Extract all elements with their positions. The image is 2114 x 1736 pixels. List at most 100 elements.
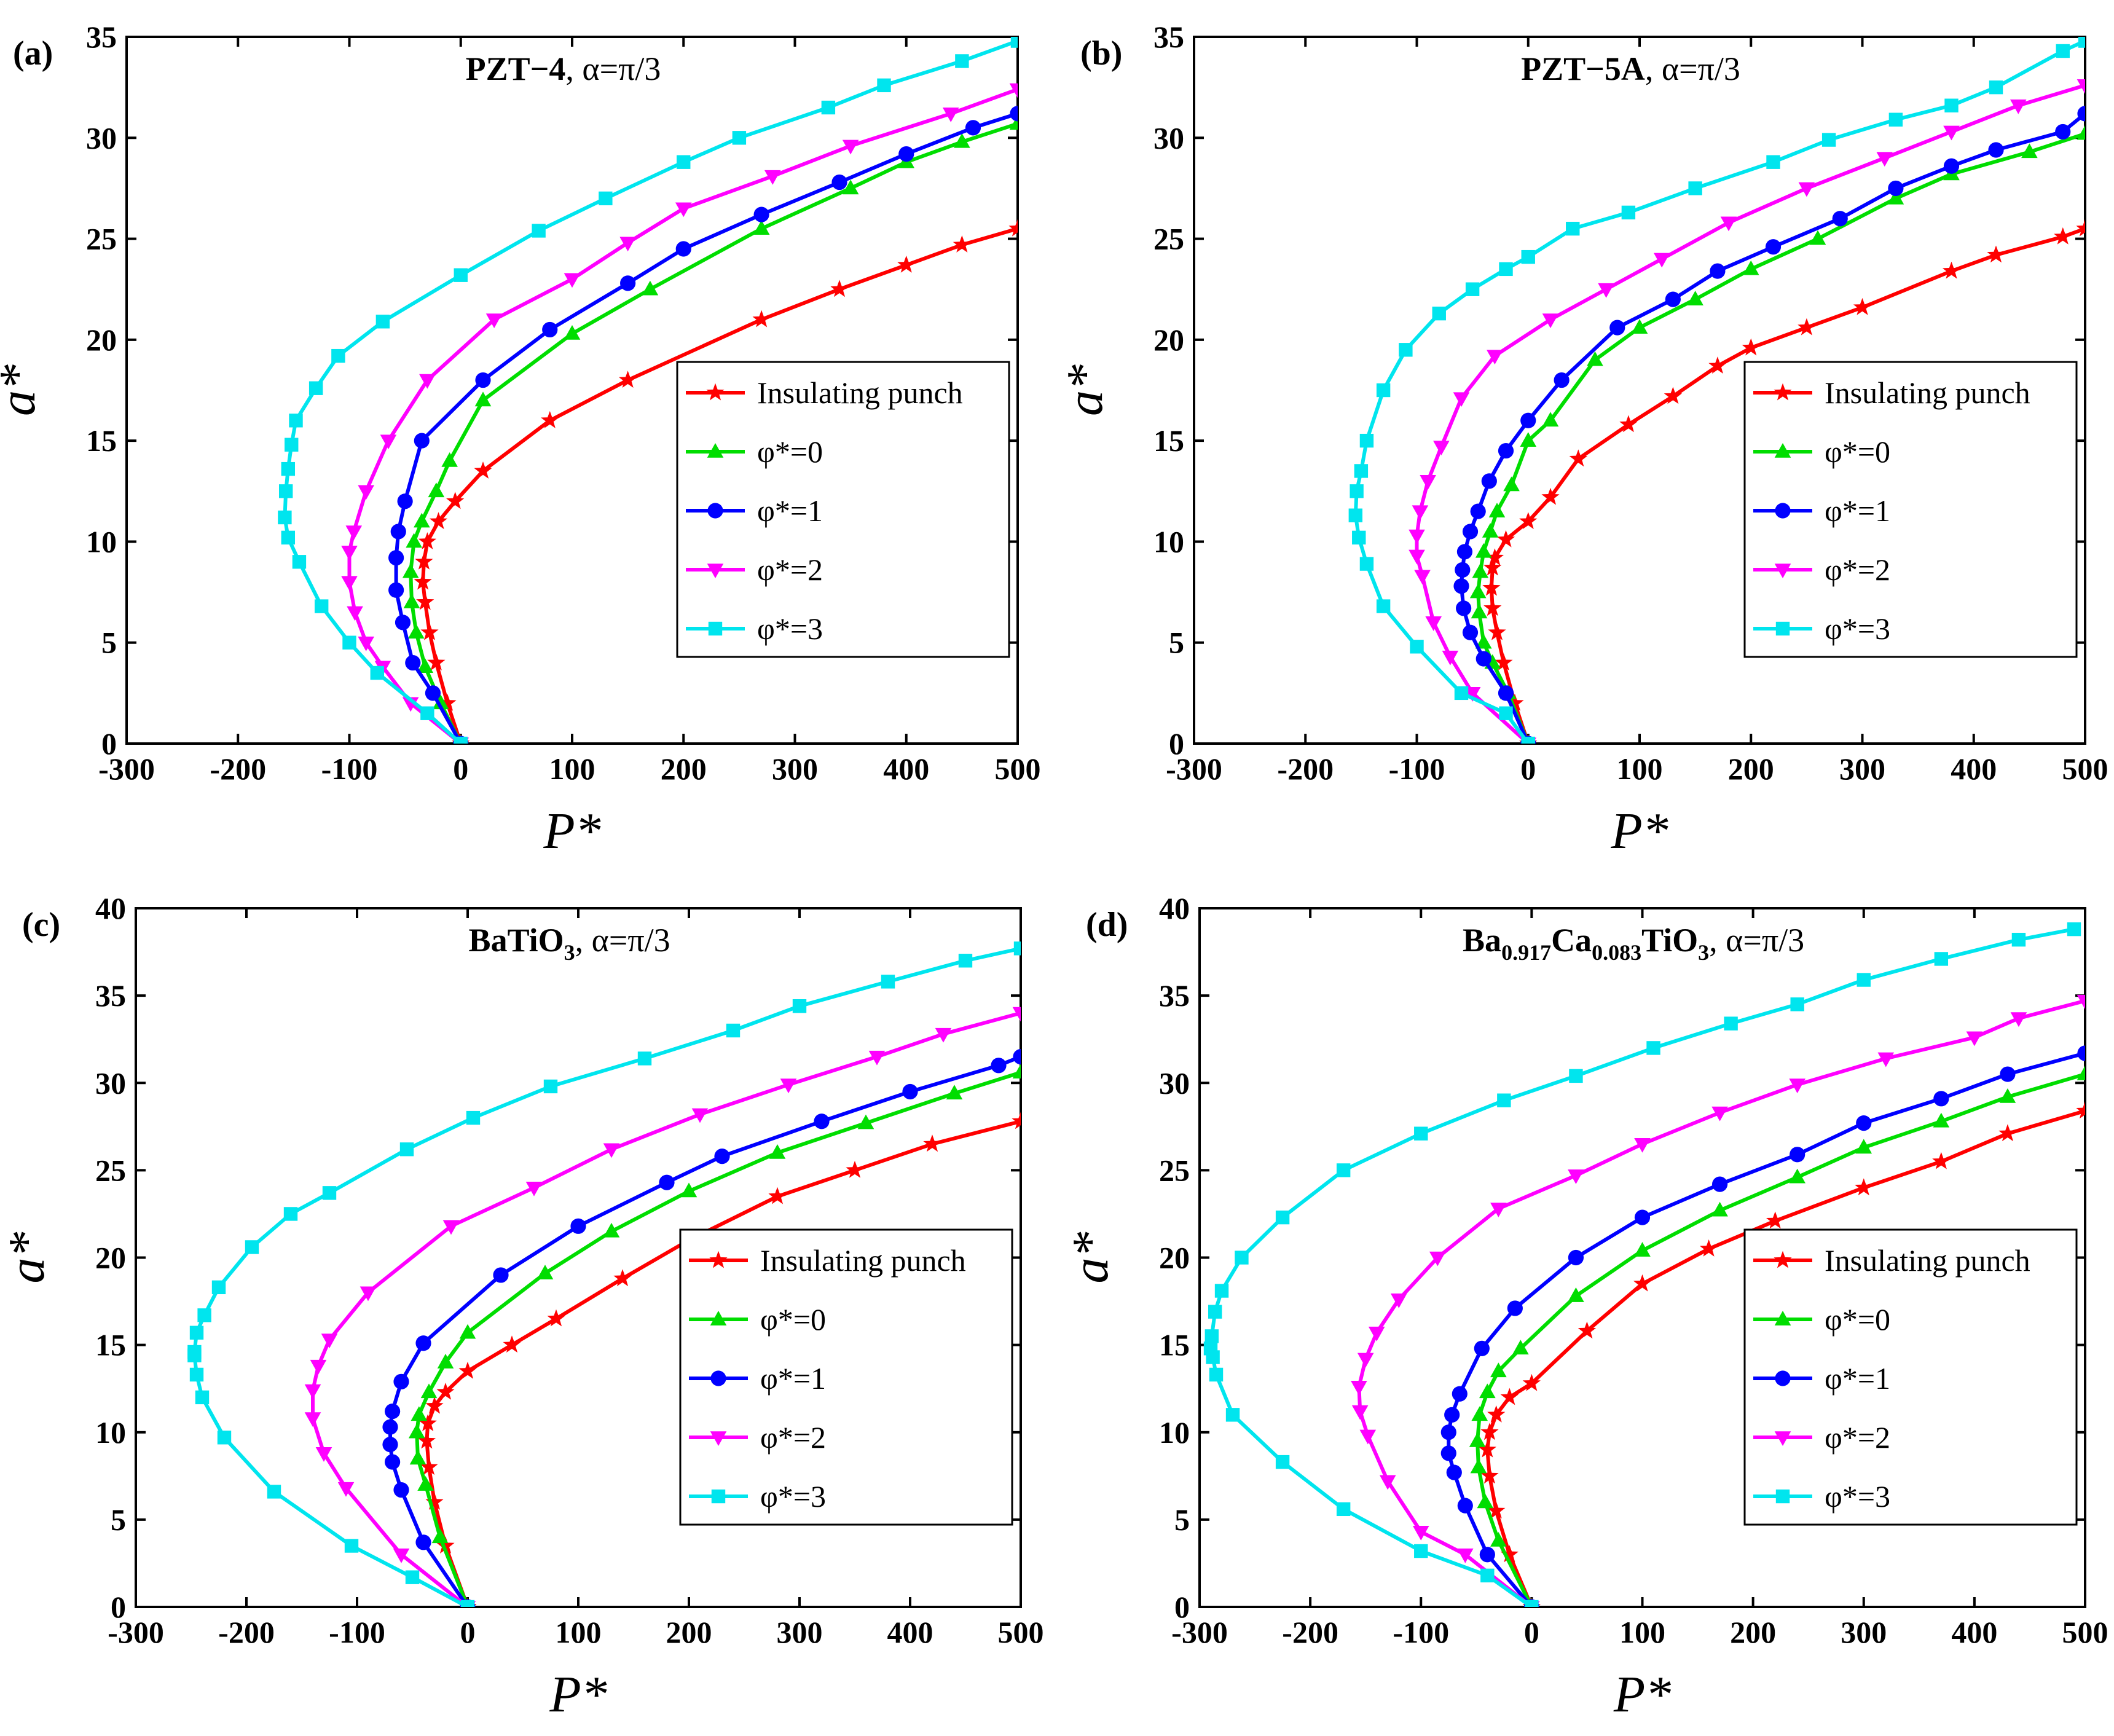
data-point — [1483, 558, 1502, 576]
x-axis-label: P* — [1610, 803, 1668, 860]
data-point — [417, 658, 434, 673]
legend-marker — [707, 443, 724, 458]
x-tick-label: -300 — [1166, 752, 1222, 786]
data-point — [1498, 685, 1514, 701]
data-point — [1352, 530, 1366, 545]
data-point — [1432, 306, 1446, 321]
legend-marker — [710, 1311, 727, 1326]
panel-label: (b) — [1080, 34, 1122, 73]
data-point — [1208, 1305, 1222, 1319]
series-line-0 — [1489, 227, 2085, 744]
x-tick-label: -300 — [98, 752, 155, 786]
data-point — [1944, 98, 1959, 112]
data-point — [1379, 1475, 1396, 1490]
data-point — [281, 461, 296, 476]
data-point — [1457, 1548, 1474, 1563]
legend-label: φ*=2 — [1825, 1420, 1890, 1455]
y-tick-label: 5 — [1169, 626, 1184, 660]
data-point — [1410, 640, 1424, 654]
data-point — [454, 736, 468, 744]
data-point — [1519, 512, 1538, 529]
data-point — [1440, 1445, 1456, 1461]
panel-label: (c) — [22, 906, 60, 944]
data-point — [197, 1308, 211, 1322]
data-point — [1634, 1209, 1651, 1225]
legend-marker — [1774, 383, 1792, 401]
data-point — [1857, 973, 1871, 987]
data-point — [1472, 563, 1489, 578]
data-point — [417, 1431, 436, 1449]
data-point — [846, 1161, 864, 1178]
data-point — [1569, 449, 1587, 467]
x-tick-label: 200 — [1730, 1615, 1776, 1649]
data-point — [1633, 1274, 1652, 1292]
data-point — [902, 1083, 918, 1100]
data-point — [385, 1454, 401, 1470]
data-point — [753, 220, 770, 235]
data-point — [405, 1570, 420, 1584]
data-point — [1474, 1340, 1490, 1356]
data-point — [1987, 245, 2005, 263]
data-point — [414, 513, 430, 528]
data-point — [1821, 133, 1836, 147]
data-point — [1470, 1458, 1487, 1474]
data-point — [429, 512, 448, 529]
data-point — [570, 1218, 586, 1234]
data-point — [868, 1050, 886, 1066]
y-tick-label: 25 — [1153, 222, 1184, 256]
data-point — [599, 191, 613, 206]
data-point — [1665, 291, 1681, 307]
legend-label: φ*=0 — [1825, 434, 1890, 469]
y-tick-label: 0 — [1169, 726, 1184, 761]
x-axis-label: P* — [543, 803, 600, 860]
data-point — [1433, 441, 1450, 455]
data-point — [1442, 650, 1459, 666]
data-point — [1429, 1251, 1446, 1267]
data-point — [475, 372, 491, 388]
data-point — [245, 1240, 259, 1254]
data-point — [1477, 1493, 1494, 1509]
data-point — [1520, 412, 1536, 428]
data-point — [474, 461, 492, 479]
data-point — [289, 414, 303, 428]
data-point — [314, 599, 329, 613]
data-point — [1012, 1064, 1021, 1078]
legend-marker — [708, 621, 723, 636]
data-point — [603, 1222, 620, 1238]
data-point — [564, 273, 581, 288]
data-point — [732, 131, 747, 145]
data-point — [1742, 260, 1759, 275]
y-axis-label: a* — [0, 364, 46, 416]
chart-panel-a: -300 -200 -100 0 100 200 300 400 500 0 5 10 15 20 25 30… — [0, 20, 1041, 860]
data-point — [1711, 1106, 1728, 1121]
data-point — [420, 1458, 438, 1475]
data-point — [442, 1220, 460, 1235]
x-axis-label: P* — [1613, 1666, 1671, 1723]
y-tick-label: 15 — [95, 1328, 126, 1362]
data-point — [954, 133, 970, 148]
data-point — [397, 493, 413, 509]
legend-label: Insulating punch — [1825, 1243, 2030, 1278]
data-point — [821, 100, 836, 115]
legend-marker — [1774, 1251, 1792, 1268]
y-axis-label: a* — [0, 1232, 55, 1284]
data-point — [726, 1023, 741, 1038]
data-point — [543, 1079, 558, 1094]
data-point — [1203, 1341, 1218, 1356]
legend-label: Insulating punch — [1825, 375, 2030, 410]
data-point — [427, 653, 446, 670]
data-point — [1336, 1163, 1351, 1177]
data-point — [1475, 634, 1492, 649]
data-point — [1495, 653, 1513, 670]
data-point — [390, 524, 406, 540]
y-tick-label: 40 — [1159, 891, 1190, 925]
data-point — [1490, 1362, 1507, 1378]
data-point — [1999, 1088, 2016, 1103]
data-point — [1710, 263, 1726, 279]
chart-panel-c: -300 -200 -100 0 100 200 300 400 500 0 5 10 15 20 25 30… — [0, 891, 1044, 1723]
data-point — [541, 410, 559, 428]
data-point — [503, 1335, 521, 1353]
data-point — [1359, 433, 1374, 448]
chart-title: PZT−5A, α=π/3 — [1521, 50, 1740, 87]
